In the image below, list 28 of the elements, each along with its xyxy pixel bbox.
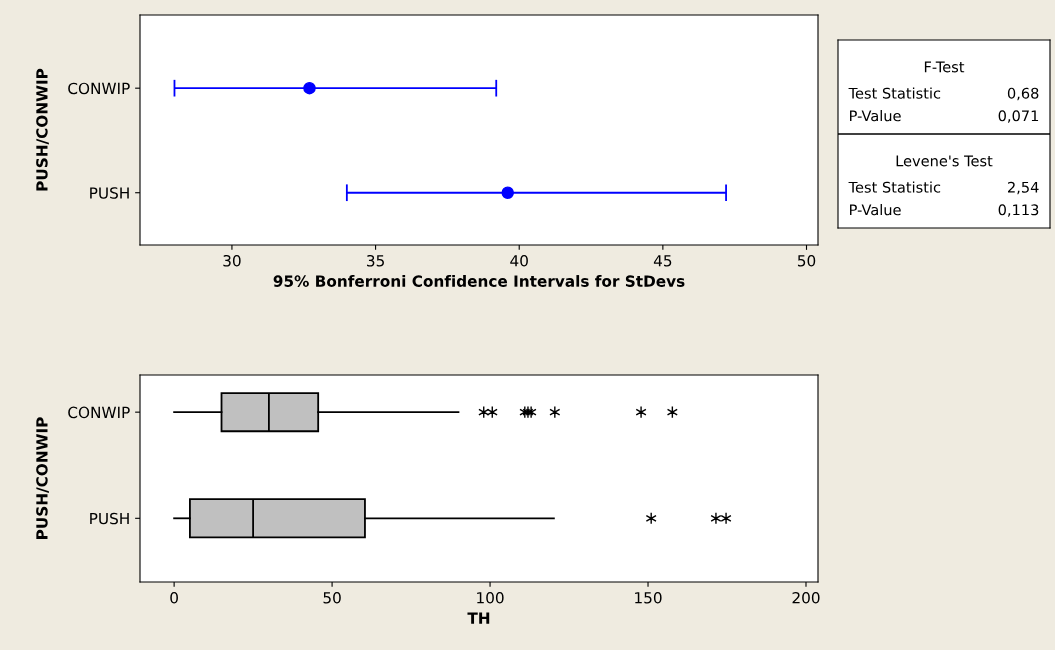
x-tick-label: 150 [635, 591, 662, 604]
x-tick-label: 100 [477, 591, 504, 604]
y-tick-label: CONWIP [68, 82, 130, 95]
text: 0,68 [1007, 87, 1039, 101]
x-axis-title: 95% Bonferroni Confidence Intervals for StDevs [273, 275, 685, 287]
x-tick-label: 200 [792, 591, 820, 604]
x-axis-title: TH [467, 612, 490, 624]
x-tick-label: 45 [653, 255, 672, 267]
y-tick-label: PUSH [90, 187, 129, 199]
x-tick-label: 0 [170, 591, 178, 604]
text: P-Value [850, 204, 901, 216]
x-tick-label: 50 [323, 591, 341, 604]
y-tick-label: PUSH [90, 512, 129, 525]
text: Test Statistic [848, 87, 941, 99]
x-tick-label: 50 [797, 254, 816, 267]
text: 0,113 [998, 204, 1039, 217]
text: 0,071 [998, 110, 1039, 123]
y-axis-title: PUSH/CONWIP [36, 68, 49, 191]
y-axis-title: PUSH/CONWIP [36, 417, 49, 539]
y-tick-label: CONWIP [68, 406, 130, 419]
text: P-Value [850, 110, 901, 122]
text: F-Test [924, 61, 965, 73]
text: 2,54 [1008, 181, 1039, 195]
x-tick-label: 30 [223, 254, 241, 267]
x-tick-label: 35 [367, 254, 384, 267]
text: Test Statistic [848, 181, 941, 193]
x-tick-label: 40 [510, 254, 528, 267]
text: Levene's Test [896, 155, 993, 167]
